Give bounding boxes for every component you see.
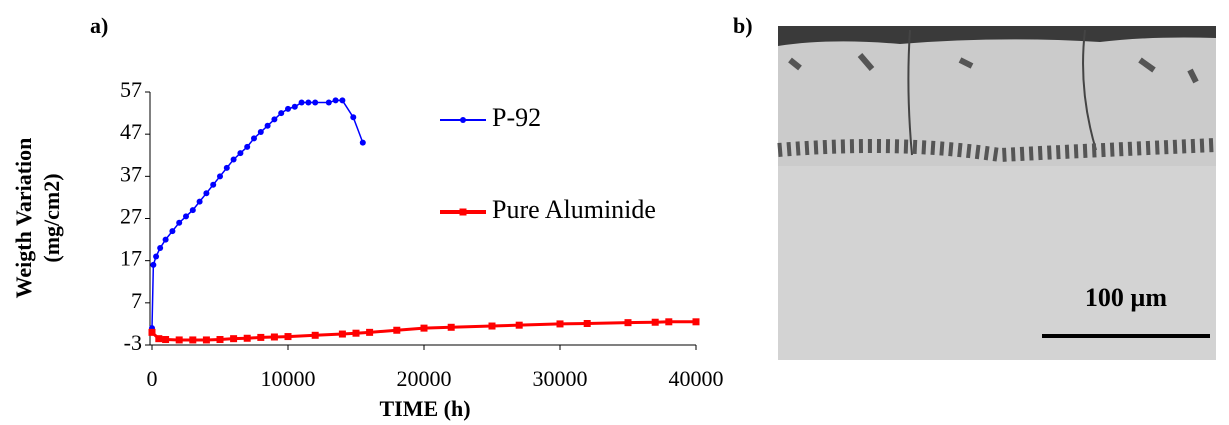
marker [217,173,223,180]
legend-label: Pure Aluminide [492,195,656,224]
marker [271,116,278,123]
marker [196,198,203,205]
marker [332,97,339,104]
micrograph-precipitates [777,138,1217,163]
marker [237,150,244,157]
micrograph-crack [907,29,913,156]
micrograph-crack [1082,29,1097,151]
marker [305,99,312,106]
marker [203,190,210,197]
marker [243,334,251,342]
marker [202,336,210,344]
legend-marker [459,208,467,216]
series-line [151,99,364,329]
marker [162,336,170,344]
marker [257,333,265,341]
marker [447,323,455,331]
micrograph-pores [788,53,1199,84]
marker [651,318,659,326]
marker [155,335,163,343]
marker [189,336,197,344]
y-tick-label: 17 [120,246,142,271]
marker [325,99,332,106]
marker [515,321,523,329]
marker [216,336,224,344]
marker [284,333,292,341]
marker [311,331,319,339]
marker [169,228,176,235]
marker [189,207,196,214]
marker [148,328,156,336]
marker [556,320,564,328]
y-axis-title: (mg/cm2) [39,173,64,262]
marker [257,129,264,136]
x-tick-label: 40000 [669,366,724,391]
marker [183,213,189,220]
y-tick-label: -3 [124,330,142,355]
marker [291,103,298,110]
marker [244,143,251,150]
micrograph-substrate [778,166,1216,360]
marker [162,236,169,243]
legend-marker [460,117,466,123]
marker [176,219,183,226]
marker [264,122,271,129]
y-tick-label: 7 [131,288,142,313]
marker [285,105,291,112]
x-tick-label: 0 [147,366,158,391]
marker [230,335,238,343]
legend-label: P-92 [492,103,541,132]
y-tick-label: 57 [120,77,142,102]
y-tick-label: 27 [120,204,142,229]
marker [624,319,632,327]
marker [366,328,374,336]
x-tick-label: 10000 [261,366,316,391]
marker [251,135,257,142]
scale-bar-label: 100 µm [1085,283,1167,312]
marker [359,139,366,146]
marker [150,261,157,268]
micrograph-surface [778,26,1216,46]
micrograph: 100 µm [777,26,1217,360]
marker [312,99,319,106]
marker [583,319,591,327]
marker [352,329,360,337]
marker [298,99,305,106]
marker [393,326,401,334]
marker [223,164,230,171]
marker [153,253,160,260]
y-axis-title: Weigth Variation [11,138,36,299]
marker [210,181,217,188]
x-tick-label: 30000 [533,366,588,391]
marker [175,336,183,344]
marker [350,114,357,121]
panel-label: a) [90,13,108,38]
marker [665,318,673,326]
panel-label: b) [733,13,753,38]
marker [338,330,346,338]
marker [692,318,700,326]
marker [339,97,346,104]
marker [278,110,285,117]
marker [420,324,428,332]
x-tick-label: 20000 [397,366,452,391]
marker [157,245,164,252]
marker [270,333,278,341]
x-axis-title: TIME (h) [379,396,470,421]
marker [488,322,496,330]
marker [230,156,237,163]
y-tick-label: 37 [120,161,142,186]
y-tick-label: 47 [120,119,142,144]
